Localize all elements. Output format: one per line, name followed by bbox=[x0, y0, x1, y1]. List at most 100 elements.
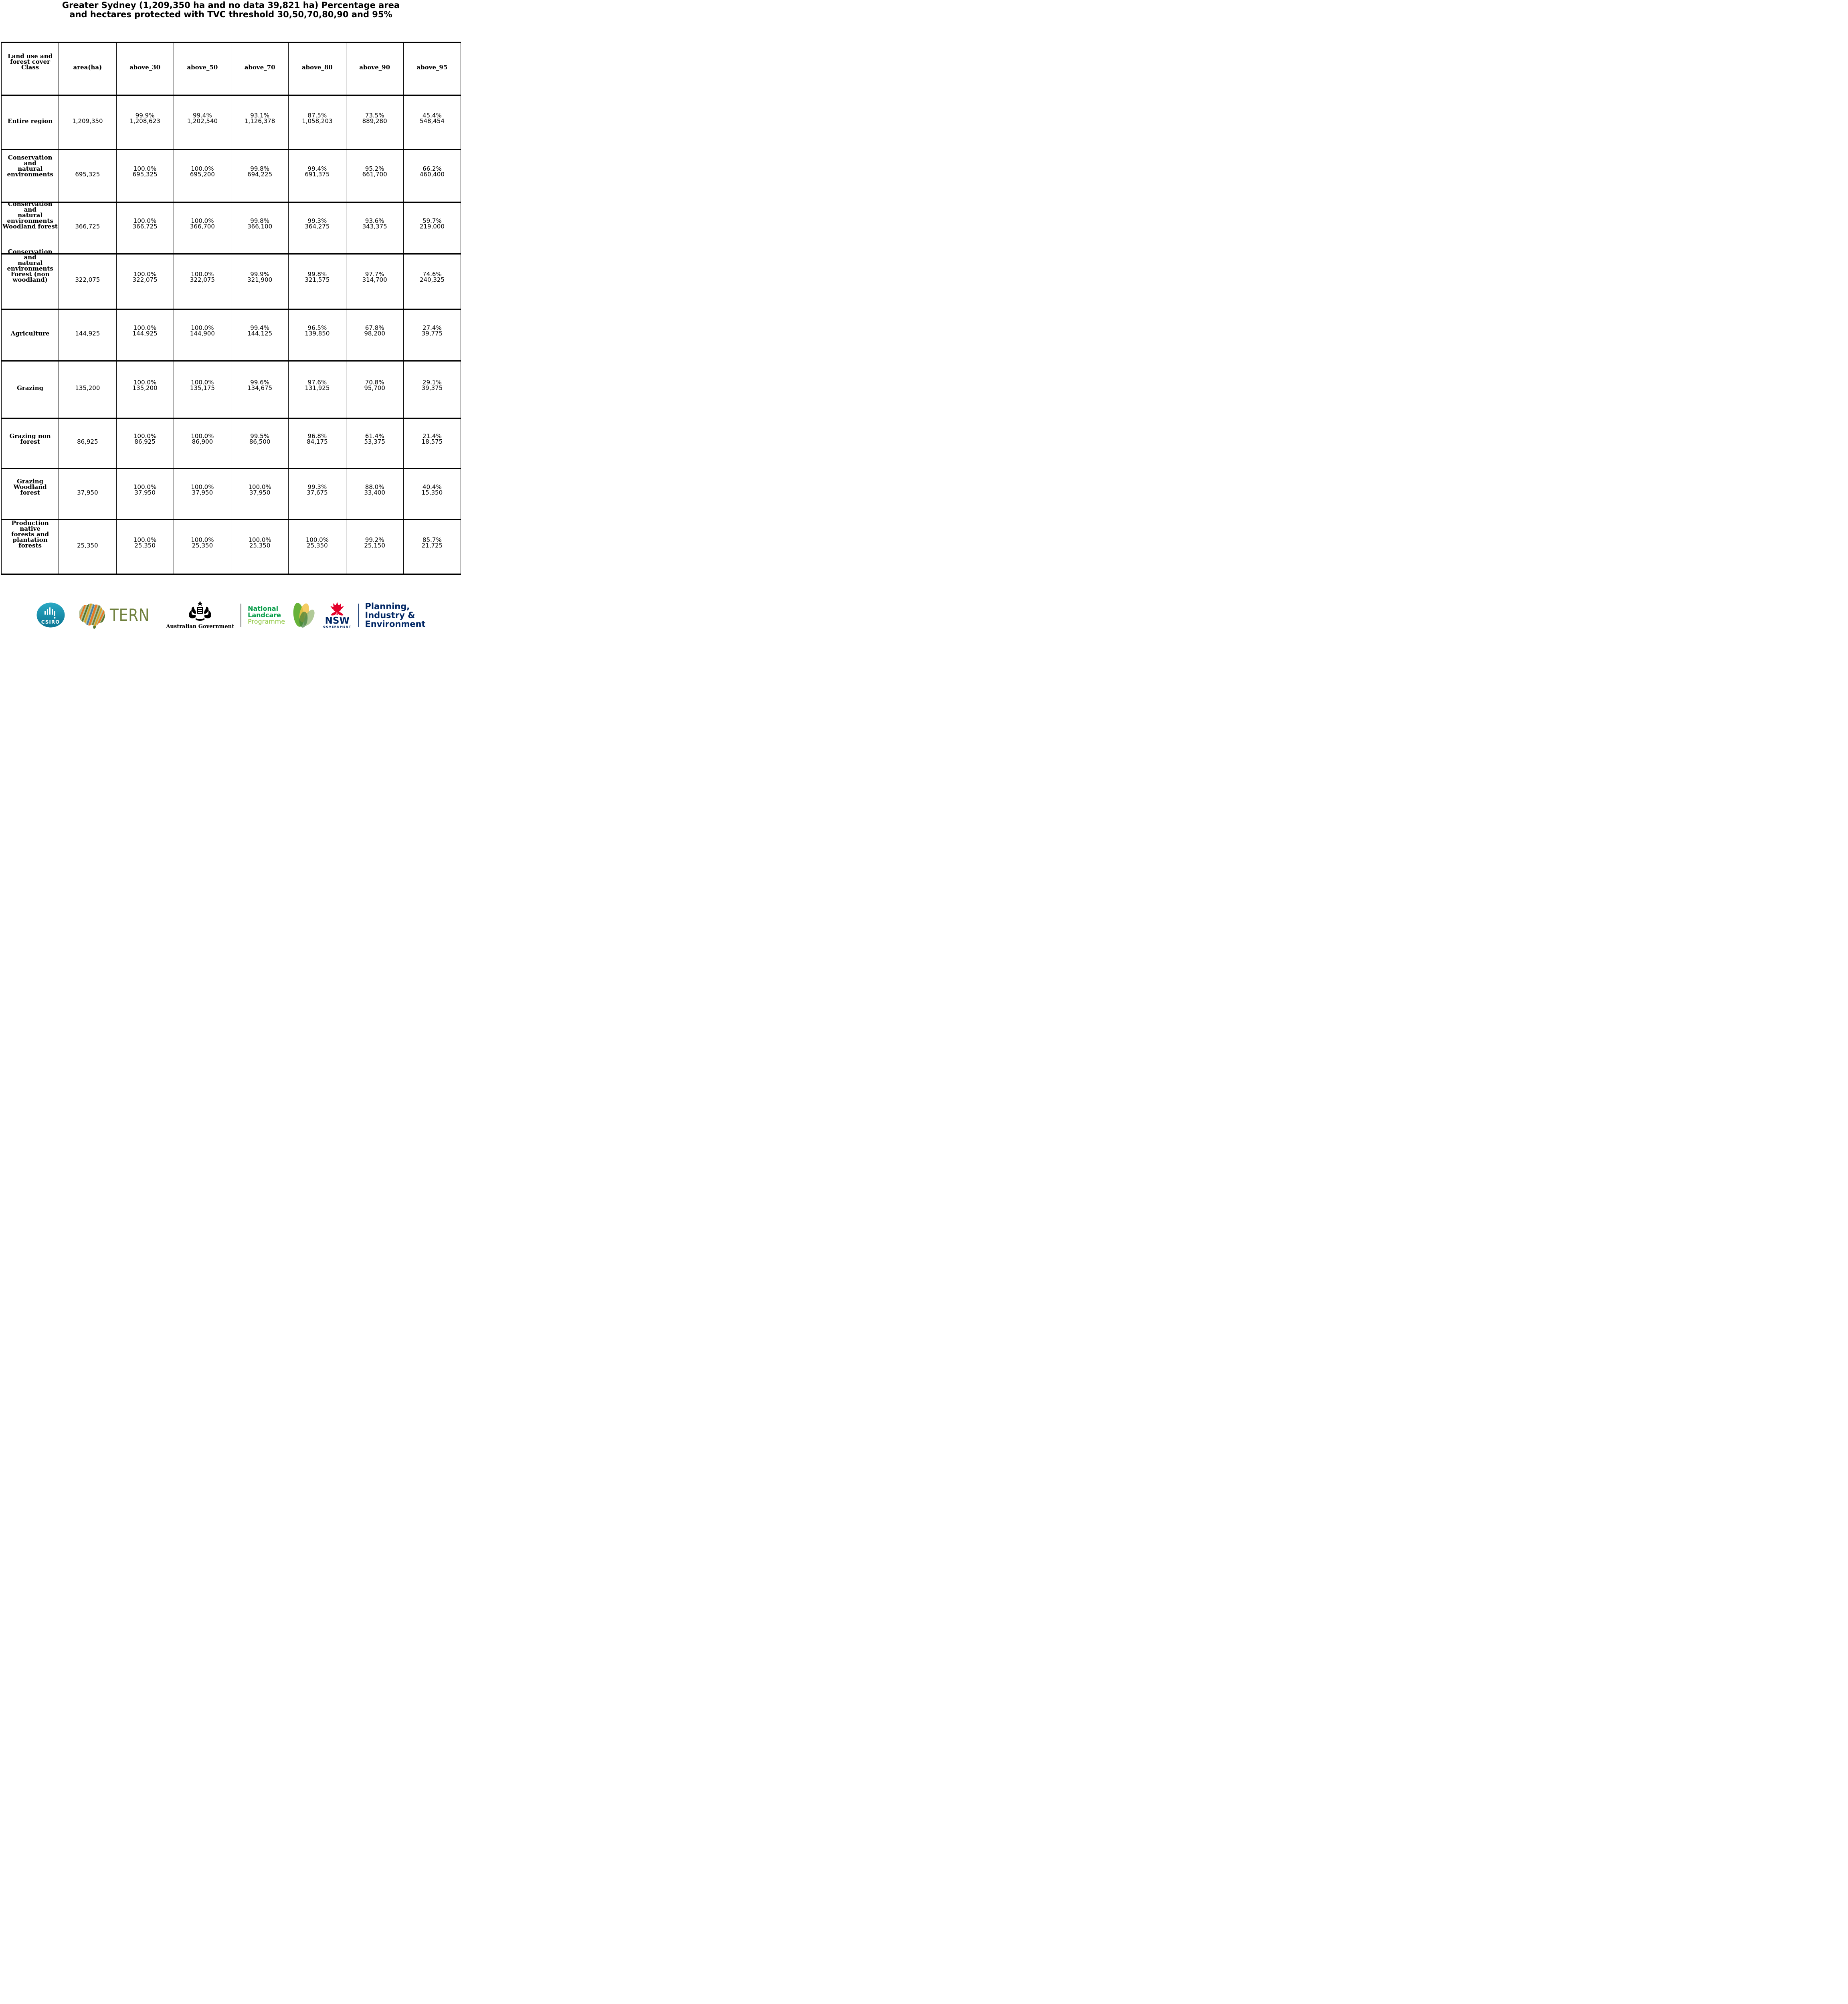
table-row: Conservation and natural environments Wo… bbox=[1, 201, 461, 255]
row-label: Conservation and natural environments Wo… bbox=[1, 201, 59, 255]
table-row: Grazing Woodland forest 37,950 100.0% 37,9… bbox=[1, 468, 461, 520]
header-row: Land use and forest cover Class area(ha) a… bbox=[1, 42, 461, 96]
landcare-label-line2: Landcare bbox=[248, 611, 281, 619]
data-cell: 366,725 bbox=[59, 202, 117, 255]
column-header: above_95 bbox=[403, 42, 461, 96]
australian-government-label: Australian Government bbox=[166, 624, 235, 630]
data-cell: 1,209,350 bbox=[59, 95, 117, 150]
data-cell: 322,075 bbox=[59, 253, 117, 310]
nsw-waratah-icon bbox=[330, 602, 344, 616]
data-cell: 99.8% 694,225 bbox=[230, 149, 289, 203]
table-row: Grazing 135,200 100.0% 135,200 100.0% 135,1… bbox=[1, 360, 461, 419]
data-cell: 88.0% 33,400 bbox=[346, 468, 404, 520]
data-cell: 70.8% 95,700 bbox=[346, 360, 404, 419]
data-cell: 100.0% 86,900 bbox=[173, 418, 232, 469]
tern-logo: TERN bbox=[75, 601, 157, 630]
tern-label: TERN bbox=[109, 605, 150, 625]
nsw-label: NSW bbox=[325, 615, 350, 626]
column-header: above_90 bbox=[346, 42, 404, 96]
column-header: area(ha) bbox=[59, 42, 117, 96]
table-row: Production native forests and plantation… bbox=[1, 519, 461, 575]
data-cell: 100.0% 25,350 bbox=[116, 519, 174, 575]
row-label: Grazing non forest bbox=[1, 418, 59, 469]
data-cell: 100.0% 25,350 bbox=[288, 519, 346, 575]
csiro-ellipse-icon bbox=[36, 602, 65, 628]
data-cell: 99.2% 25,150 bbox=[346, 519, 404, 575]
data-cell: 100.0% 86,925 bbox=[116, 418, 174, 469]
row-label: Grazing bbox=[1, 360, 59, 419]
data-cell: 100.0% 366,700 bbox=[173, 202, 232, 255]
landcare-label-line1: National bbox=[248, 604, 279, 612]
table-row: Conservation and natural environments 695… bbox=[1, 149, 461, 203]
data-cell: 100.0% 695,200 bbox=[173, 149, 232, 203]
row-label: Production native forests and plantation… bbox=[1, 519, 59, 575]
data-cell: 27.4% 39,775 bbox=[403, 309, 461, 362]
australian-government-logo: Australian Government bbox=[166, 600, 234, 630]
nsw-government-label: GOVERNMENT bbox=[323, 625, 352, 628]
data-cell: 100.0% 37,950 bbox=[173, 468, 232, 520]
data-cell: 695,325 bbox=[59, 149, 117, 203]
data-cell: 100.0% 144,900 bbox=[173, 309, 232, 362]
data-cell: 99.3% 37,675 bbox=[288, 468, 346, 520]
footer-logos: CSIRO bbox=[0, 600, 462, 630]
data-cell: 21.4% 18,575 bbox=[403, 418, 461, 469]
nsw-government-logo: NSW GOVERNMENT bbox=[323, 602, 351, 628]
data-table: Land use and forest cover Class area(ha) a… bbox=[1, 42, 461, 575]
row-label: Grazing Woodland forest bbox=[1, 468, 59, 520]
data-cell: 100.0% 37,950 bbox=[116, 468, 174, 520]
data-cell: 99.5% 86,500 bbox=[230, 418, 289, 469]
column-header: above_70 bbox=[230, 42, 289, 96]
data-cell: 99.4% 691,375 bbox=[288, 149, 346, 203]
data-cell: 93.6% 343,375 bbox=[346, 202, 404, 255]
national-landcare-logo: National Landcare Programme bbox=[248, 602, 317, 628]
data-cell: 99.8% 366,100 bbox=[230, 202, 289, 255]
table-row: Conservation and natural environments Fo… bbox=[1, 249, 461, 310]
data-cell: 135,200 bbox=[59, 360, 117, 419]
table-body: Entire region 1,209,350 99.9% 1,208,623 99.… bbox=[1, 95, 461, 575]
data-cell: 29.1% 39,375 bbox=[403, 360, 461, 419]
data-cell: 100.0% 37,950 bbox=[230, 468, 289, 520]
csiro-label: CSIRO bbox=[41, 619, 60, 625]
tern-australia-map-icon bbox=[79, 603, 105, 629]
data-cell: 99.6% 134,675 bbox=[230, 360, 289, 419]
data-cell: 37,950 bbox=[59, 468, 117, 520]
data-cell: 97.6% 131,925 bbox=[288, 360, 346, 419]
data-cell: 99.3% 364,275 bbox=[288, 202, 346, 255]
data-cell: 100.0% 135,175 bbox=[173, 360, 232, 419]
row-label: Agriculture bbox=[1, 309, 59, 362]
data-cell: 96.5% 139,850 bbox=[288, 309, 346, 362]
data-cell: 45.4% 548,454 bbox=[403, 95, 461, 150]
data-cell: 85.7% 21,725 bbox=[403, 519, 461, 575]
data-cell: 100.0% 322,075 bbox=[116, 253, 174, 310]
data-cell: 99.8% 321,575 bbox=[288, 253, 346, 310]
landcare-label-line3: Programme bbox=[248, 617, 285, 625]
data-cell: 73.5% 889,280 bbox=[346, 95, 404, 150]
data-cell: 86,925 bbox=[59, 418, 117, 469]
data-cell: 100.0% 25,350 bbox=[173, 519, 232, 575]
data-cell: 93.1% 1,126,378 bbox=[230, 95, 289, 150]
row-label: Entire region bbox=[1, 95, 59, 150]
data-cell: 87.5% 1,058,203 bbox=[288, 95, 346, 150]
data-cell: 40.4% 15,350 bbox=[403, 468, 461, 520]
report-page: Greater Sydney (1,209,350 ha and no data… bbox=[0, 0, 462, 640]
data-cell: 100.0% 144,925 bbox=[116, 309, 174, 362]
data-cell: 99.9% 321,900 bbox=[230, 253, 289, 310]
data-cell: 99.4% 1,202,540 bbox=[173, 95, 232, 150]
data-cell: 74.6% 240,325 bbox=[403, 253, 461, 310]
data-cell: 61.4% 53,375 bbox=[346, 418, 404, 469]
data-cell: 99.4% 144,125 bbox=[230, 309, 289, 362]
data-cell: 100.0% 695,325 bbox=[116, 149, 174, 203]
data-cell: 100.0% 25,350 bbox=[230, 519, 289, 575]
australian-coat-of-arms-icon bbox=[189, 601, 212, 621]
landcare-leaves-icon bbox=[293, 603, 315, 628]
data-cell: 59.7% 219,000 bbox=[403, 202, 461, 255]
table-row: Grazing non forest 86,925 100.0% 86,925 100… bbox=[1, 418, 461, 469]
column-header: above_50 bbox=[173, 42, 232, 96]
table-row: Entire region 1,209,350 99.9% 1,208,623 99.… bbox=[1, 95, 461, 150]
data-cell: 66.2% 460,400 bbox=[403, 149, 461, 203]
planning-industry-environment-label: Planning, Industry & Environment bbox=[365, 601, 426, 629]
data-cell: 100.0% 322,075 bbox=[173, 253, 232, 310]
column-header-class: Land use and forest cover Class bbox=[1, 42, 59, 96]
data-cell: 144,925 bbox=[59, 309, 117, 362]
data-cell: 97.7% 314,700 bbox=[346, 253, 404, 310]
